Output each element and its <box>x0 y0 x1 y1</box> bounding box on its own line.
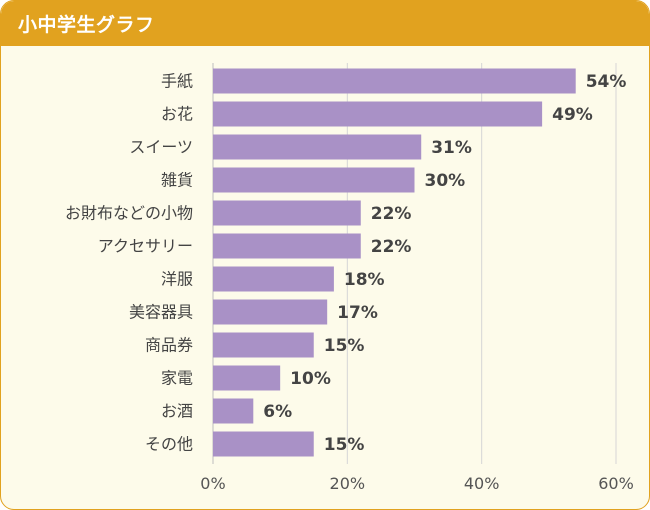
value-label-6: 18% <box>344 270 385 290</box>
value-label-11: 15% <box>324 435 365 455</box>
category-label-10: お酒 <box>161 402 193 421</box>
category-label-11: その他 <box>145 435 193 454</box>
category-label-1: お花 <box>161 105 193 124</box>
value-label-9: 10% <box>290 369 331 389</box>
bar-0 <box>213 68 576 94</box>
bar-10 <box>213 398 254 424</box>
category-label-8: 商品券 <box>145 336 193 355</box>
bar-4 <box>213 200 361 226</box>
value-label-10: 6% <box>263 402 292 422</box>
chart-header: 小中学生グラフ <box>1 1 649 46</box>
x-tick-label-20: 20% <box>330 474 366 493</box>
value-label-8: 15% <box>324 336 365 356</box>
value-label-5: 22% <box>371 237 412 257</box>
category-label-3: 雑貨 <box>161 171 193 190</box>
bar-11 <box>213 431 314 457</box>
bar-1 <box>213 101 543 127</box>
value-label-7: 17% <box>337 303 378 323</box>
bar-9 <box>213 365 281 391</box>
bar-3 <box>213 167 415 193</box>
x-tick-label-0: 0% <box>200 474 225 493</box>
bar-7 <box>213 299 328 325</box>
category-label-6: 洋服 <box>161 270 193 289</box>
category-label-2: スイーツ <box>129 138 193 157</box>
category-label-7: 美容器具 <box>129 303 193 322</box>
category-label-4: お財布などの小物 <box>65 204 193 223</box>
category-label-5: アクセサリー <box>98 237 193 256</box>
chart-title: 小中学生グラフ <box>18 14 155 36</box>
value-label-0: 54% <box>586 72 627 92</box>
x-tick-label-60: 60% <box>598 474 634 493</box>
bar-5 <box>213 233 361 259</box>
bar-8 <box>213 332 314 358</box>
value-label-1: 49% <box>552 105 593 125</box>
x-tick-label-40: 40% <box>464 474 500 493</box>
category-label-9: 家電 <box>161 369 193 388</box>
bar-6 <box>213 266 334 292</box>
value-label-4: 22% <box>371 204 412 224</box>
bar-2 <box>213 134 422 160</box>
value-label-3: 30% <box>425 171 466 191</box>
value-label-2: 31% <box>431 138 472 158</box>
category-label-0: 手紙 <box>161 72 193 91</box>
